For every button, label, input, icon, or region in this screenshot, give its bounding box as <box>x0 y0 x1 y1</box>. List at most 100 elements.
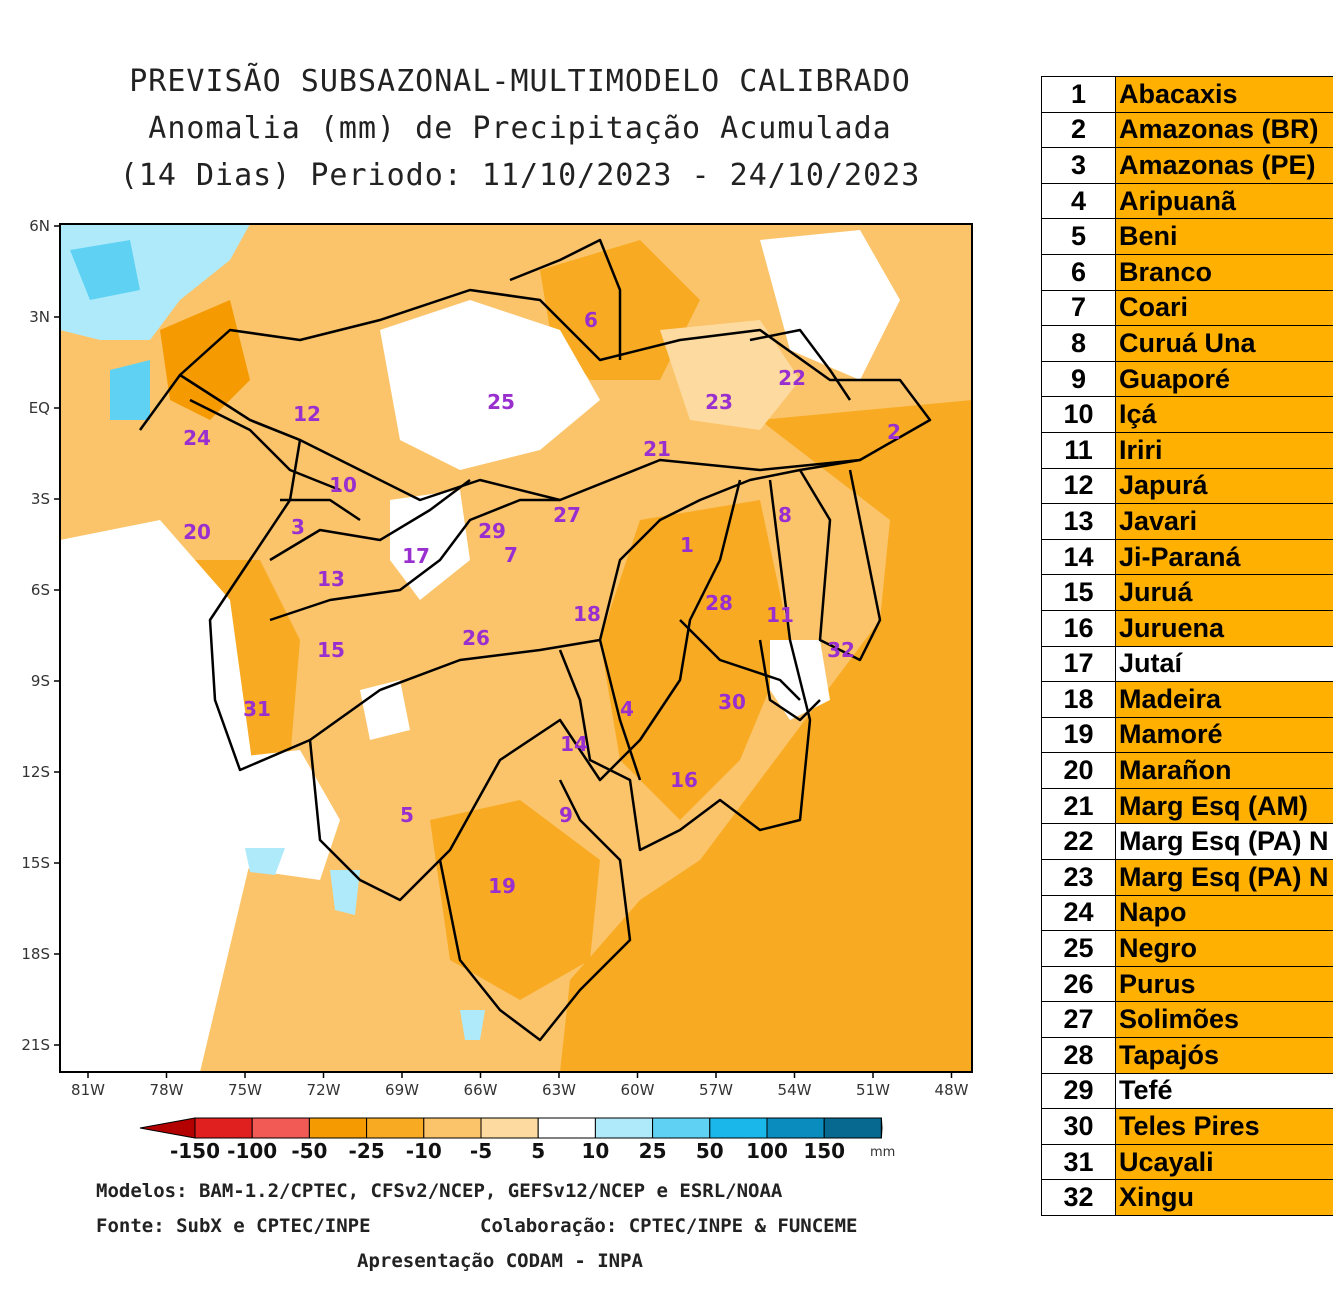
basin-row-28: 28 Tapajós <box>1041 1037 1333 1074</box>
basin-row-6: 6 Branco <box>1041 253 1333 291</box>
colorbar-bin <box>823 1117 882 1139</box>
lon-label: 66W <box>464 1081 498 1099</box>
basin-row-4: 4 Aripuanã <box>1041 182 1333 220</box>
colorbar-high-arrow <box>880 1117 883 1139</box>
basin-row-name: Marg Esq (PA) N <box>1115 859 1333 896</box>
basin-label-7: 7 <box>504 543 518 567</box>
anomaly-zone-tapajos <box>600 500 790 820</box>
basin-label-24: 24 <box>183 426 211 450</box>
lat-label: EQ <box>29 399 50 417</box>
basin-label-11: 11 <box>766 603 794 627</box>
basin-label-3: 3 <box>291 515 305 539</box>
basin-row-number: 3 <box>1041 147 1116 184</box>
basin-row-7: 7 Coari <box>1041 289 1333 327</box>
basin-row-name: Amazonas (PE) <box>1115 147 1333 184</box>
light-zone-north <box>660 320 800 430</box>
basin-label-10: 10 <box>329 473 357 497</box>
lon-label: 78W <box>150 1081 184 1099</box>
basin-row-number: 32 <box>1041 1179 1116 1216</box>
lon-label: 63W <box>542 1081 576 1099</box>
basin-row-name: Marg Esq (PA) N <box>1115 823 1333 861</box>
basin-label-18: 18 <box>573 602 601 626</box>
basin-row-name: Mamoré <box>1115 716 1333 754</box>
models-credit: Modelos: BAM-1.2/CPTEC, CFSv2/NCEP, GEFS… <box>96 1180 783 1202</box>
basin-row-number: 15 <box>1041 574 1116 611</box>
longitude-labels: 81W 78W 75W 72W 69W 66W 63W 60W 57W 54W 51W 48W <box>71 1072 969 1099</box>
basin-row-9: 9 Guaporé <box>1041 360 1333 398</box>
map-title-line-3: (14 Dias) Periodo: 11/10/2023 - 24/10/20… <box>119 158 921 193</box>
colorbar-label: -5 <box>470 1139 492 1163</box>
colorbar-bin <box>194 1117 253 1139</box>
basin-row-2: 2 Amazonas (BR) <box>1041 111 1333 149</box>
basin-row-number: 5 <box>1041 218 1116 255</box>
collaboration-credit: Colaboração: CPTEC/INPE & FUNCEME <box>480 1215 858 1237</box>
basin-label-23: 23 <box>705 390 733 414</box>
positive-zone-south-2 <box>245 848 285 875</box>
source-credit: Fonte: SubX e CPTEC/INPE <box>96 1215 371 1237</box>
basin-row-32: 32 Xingu <box>1041 1179 1333 1216</box>
lat-label: 6N <box>29 217 50 235</box>
lon-label: 72W <box>307 1081 341 1099</box>
basin-row-name: Tefé <box>1115 1072 1333 1110</box>
basin-row-name: Içá <box>1115 396 1333 433</box>
basin-row-name: Beni <box>1115 218 1333 255</box>
basin-row-name: Branco <box>1115 253 1333 291</box>
colorbar-bin <box>480 1117 539 1139</box>
colorbar-bin <box>709 1117 768 1139</box>
colorbar-label: 25 <box>639 1139 667 1163</box>
basin-row-name: Marg Esq (AM) <box>1115 787 1333 825</box>
basin-row-number: 28 <box>1041 1037 1116 1074</box>
basin-row-18: 18 Madeira <box>1041 681 1333 718</box>
lon-label: 75W <box>228 1081 262 1099</box>
basin-row-name: Solimões <box>1115 1001 1333 1039</box>
basin-row-name: Napo <box>1115 894 1333 932</box>
basin-row-name: Aripuanã <box>1115 182 1333 220</box>
basin-row-name: Tapajós <box>1115 1037 1333 1074</box>
lat-label: 12S <box>21 763 50 781</box>
map-title-line-1: PREVISÃO SUBSAZONAL-MULTIMODELO CALIBRAD… <box>129 64 911 99</box>
colorbar-bin <box>537 1117 596 1139</box>
basin-row-31: 31 Ucayali <box>1041 1143 1333 1181</box>
basin-row-number: 14 <box>1041 538 1116 576</box>
basin-label-5: 5 <box>400 803 414 827</box>
basin-row-number: 27 <box>1041 1001 1116 1039</box>
anomaly-zone-east <box>560 400 972 1072</box>
basin-row-number: 18 <box>1041 681 1116 718</box>
basin-row-number: 23 <box>1041 859 1116 896</box>
basin-label-16: 16 <box>670 768 698 792</box>
basin-legend-table: 1 Abacaxis 2 Amazonas (BR) 3 Amazonas (PE) 4 Ar… <box>1041 76 1333 1216</box>
basin-row-3: 3 Amazonas (PE) <box>1041 147 1333 184</box>
basin-row-number: 24 <box>1041 894 1116 932</box>
lat-label: 9S <box>31 672 50 690</box>
basin-row-17: 17 Jutaí <box>1041 645 1333 683</box>
basin-label-14: 14 <box>560 732 588 756</box>
basin-row-14: 14 Ji-Paraná <box>1041 538 1333 576</box>
basin-row-number: 21 <box>1041 787 1116 825</box>
basin-row-name: Madeira <box>1115 681 1333 718</box>
anomaly-zone-napo <box>160 300 250 420</box>
map-title-line-2: Anomalia (mm) de Precipitação Acumulada <box>148 111 892 146</box>
basin-row-29: 29 Tefé <box>1041 1072 1333 1110</box>
basin-row-number: 29 <box>1041 1072 1116 1110</box>
positive-zone-south-3 <box>460 1010 485 1040</box>
colorbar-bin <box>366 1117 425 1139</box>
basin-label-26: 26 <box>462 626 490 650</box>
anomaly-zone-mamore <box>430 800 600 1000</box>
basin-label-17: 17 <box>402 544 430 568</box>
basin-label-6: 6 <box>584 308 598 332</box>
basin-label-29: 29 <box>478 519 506 543</box>
colorbar-label: 50 <box>696 1139 724 1163</box>
positive-zone-ecuador <box>110 360 150 420</box>
lat-label: 15S <box>21 854 50 872</box>
basin-label-27: 27 <box>553 503 581 527</box>
basin-row-number: 20 <box>1041 752 1116 789</box>
lat-label: 3N <box>29 308 50 326</box>
basin-label-1: 1 <box>680 533 694 557</box>
basin-number-labels: 1234567891011121314151617181920212223242… <box>183 308 901 898</box>
basin-label-12: 12 <box>293 402 321 426</box>
colorbar-label: -150 <box>170 1139 220 1163</box>
colorbar-bin <box>652 1117 711 1139</box>
lon-label: 81W <box>71 1081 105 1099</box>
colorbar-label: 150 <box>803 1139 845 1163</box>
basin-row-number: 19 <box>1041 716 1116 754</box>
